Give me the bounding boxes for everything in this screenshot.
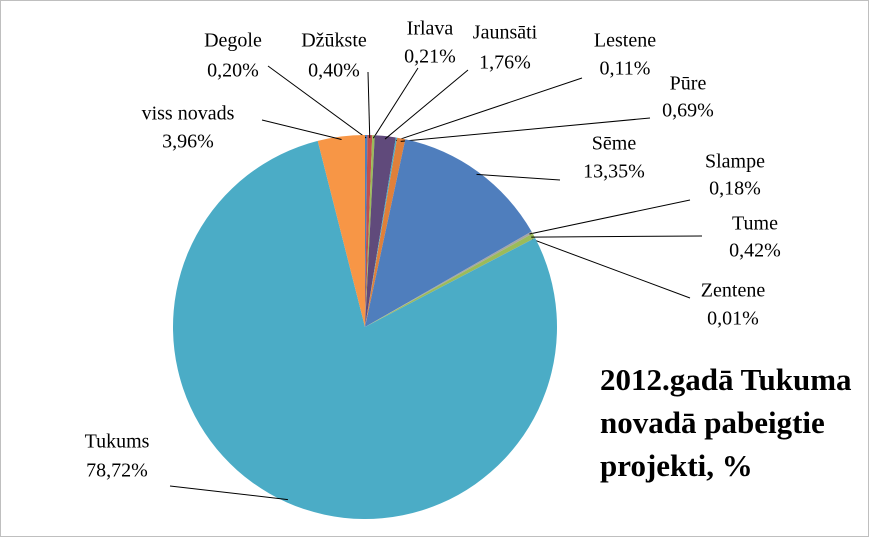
slice-label: Zentene (701, 280, 766, 302)
value-label: 0,20% (207, 60, 259, 82)
slice-label: Tukums (85, 431, 150, 453)
pie-slice (317, 135, 365, 327)
pie-slice (365, 233, 536, 327)
pie-slice (365, 137, 398, 327)
value-label: 3,96% (162, 131, 214, 153)
leader-line (372, 67, 419, 139)
value-label: 0,69% (662, 100, 714, 122)
leader-line (476, 173, 561, 181)
pie-slice (365, 139, 532, 327)
slice-label: Lestene (594, 30, 656, 52)
slice-label: Slampe (705, 151, 765, 173)
slice-label: Pūre (670, 73, 707, 95)
value-label: 0,42% (729, 240, 781, 262)
slice-label: Džūkste (301, 30, 367, 52)
pie-slice (365, 135, 396, 327)
slice-label: viss novads (142, 103, 235, 125)
slice-label: Tume (732, 213, 778, 235)
leader-line (384, 69, 469, 140)
value-label: 0,18% (709, 178, 761, 200)
leader-line (267, 65, 367, 139)
value-label: 0,21% (404, 46, 456, 68)
slice-label: Irlava (407, 18, 454, 40)
value-label: 0,11% (600, 58, 651, 80)
leader-line (532, 238, 691, 299)
pie-slice (365, 137, 406, 327)
pie-slice (173, 140, 557, 519)
pie-slice (365, 135, 373, 327)
slice-label: Sēme (592, 133, 637, 155)
pie-slice (365, 135, 368, 327)
leader-line (367, 71, 371, 139)
leader-line (169, 485, 288, 501)
value-label: 78,72% (86, 460, 148, 482)
pie-slice (365, 237, 536, 327)
leader-line (261, 119, 342, 140)
leader-line (400, 117, 651, 142)
pie-slice (365, 231, 533, 327)
value-label: 13,35% (583, 161, 645, 183)
chart-title: 2012.gadā Tukuma novadā pabeigtie projek… (600, 362, 852, 483)
value-label: 1,76% (479, 52, 531, 74)
leader-line (395, 77, 583, 142)
slice-label: Degole (204, 30, 262, 52)
leader-line (529, 199, 691, 235)
pie-slice (365, 135, 375, 327)
value-label: 0,01% (707, 308, 759, 330)
slice-label: Jaunsāti (473, 22, 538, 44)
value-label: 0,40% (308, 60, 360, 82)
leader-line (531, 235, 703, 238)
